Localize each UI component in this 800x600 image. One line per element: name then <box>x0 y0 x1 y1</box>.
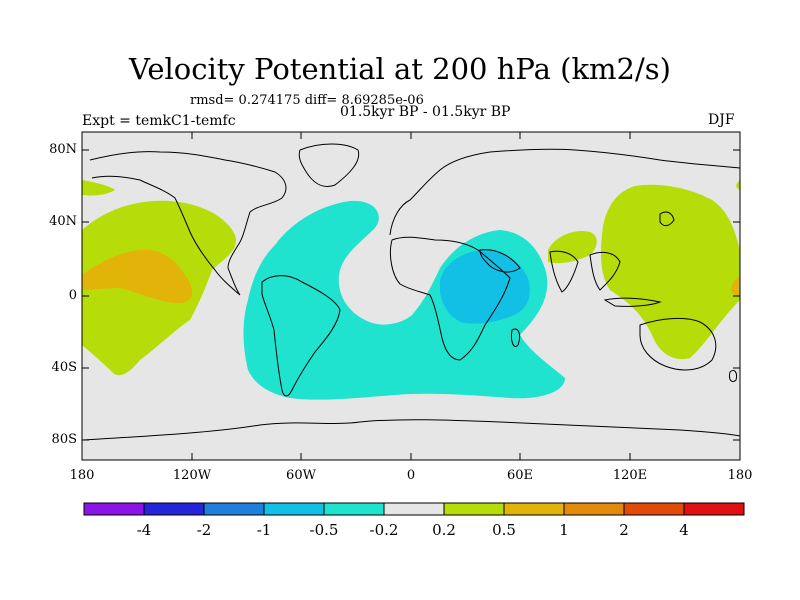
blue-region-east-africa <box>440 249 530 324</box>
colorbar-box <box>83 502 145 516</box>
positive-region-india <box>548 230 597 264</box>
india-outline <box>549 250 579 293</box>
lat-label-40n: 40N <box>49 214 77 229</box>
orange-region-dateline <box>731 276 740 296</box>
lon-label-120w: 120W <box>172 468 212 483</box>
colorbar-box <box>203 502 265 516</box>
colorbar-box <box>143 502 205 516</box>
africa-outline <box>389 236 511 361</box>
south-america-outline <box>261 275 341 397</box>
indonesia-outline <box>603 297 662 307</box>
colorbar-box <box>563 502 625 516</box>
japan-outline <box>659 211 675 227</box>
positive-region-arctic-east <box>82 180 115 196</box>
lon-label-180w: 180 <box>69 468 95 483</box>
experiment-label: Expt = temkC1-temfc <box>82 113 236 129</box>
australia-outline <box>639 317 717 371</box>
lon-label-120e: 120E <box>612 468 648 483</box>
season-label: DJF <box>708 112 735 128</box>
north-america-outline <box>89 151 287 296</box>
lon-label-0: 0 <box>406 468 416 483</box>
colorbar-box <box>323 502 385 516</box>
positive-region-west-pacific-east <box>600 184 740 360</box>
lon-label-60e: 60E <box>506 468 534 483</box>
lat-label-40s: 40S <box>51 360 77 375</box>
lon-label-180e: 180 <box>727 468 753 483</box>
southeast-asia-outline <box>589 251 621 291</box>
colorbar-label: -1 <box>256 521 272 539</box>
continent-outlines <box>81 143 741 441</box>
colorbar <box>83 502 745 516</box>
lon-label-60w: 60W <box>286 468 316 483</box>
colorbar-box <box>503 502 565 516</box>
colorbar-label: -0.5 <box>309 521 339 539</box>
colorbar-label: 2 <box>619 521 629 539</box>
stats-text: rmsd= 0.274175 diff= 8.69285e-06 <box>190 93 424 108</box>
period-label: 01.5kyr BP - 01.5kyr BP <box>340 104 511 120</box>
colorbar-box <box>443 502 505 516</box>
colorbar-label: 0.5 <box>492 521 516 539</box>
lat-label-0: 0 <box>68 288 77 303</box>
lat-label-80n: 80N <box>49 142 77 157</box>
colorbar-box <box>683 502 745 516</box>
greenland-outline <box>298 143 360 187</box>
plot-title: Velocity Potential at 200 hPa (km2/s) <box>129 52 671 86</box>
madagascar-outline <box>511 328 521 347</box>
antarctica-outline <box>81 419 741 441</box>
colorbar-label: 4 <box>679 521 689 539</box>
colorbar-box <box>263 502 325 516</box>
arabia-outline <box>479 249 521 273</box>
europe-outline <box>389 148 741 236</box>
orange-region-east-pacific <box>82 249 193 304</box>
colorbar-box <box>383 502 445 516</box>
lat-label-80s: 80S <box>51 432 77 447</box>
colorbar-label: 0.2 <box>432 521 456 539</box>
new-zealand-outline <box>729 369 737 383</box>
positive-region-arctic-west <box>736 180 740 190</box>
colorbar-box <box>623 502 685 516</box>
colorbar-label: -4 <box>136 521 152 539</box>
colorbar-label: 1 <box>559 521 569 539</box>
colorbar-label: -0.2 <box>369 521 399 539</box>
colorbar-label: -2 <box>196 521 212 539</box>
map-ticks <box>82 132 740 460</box>
